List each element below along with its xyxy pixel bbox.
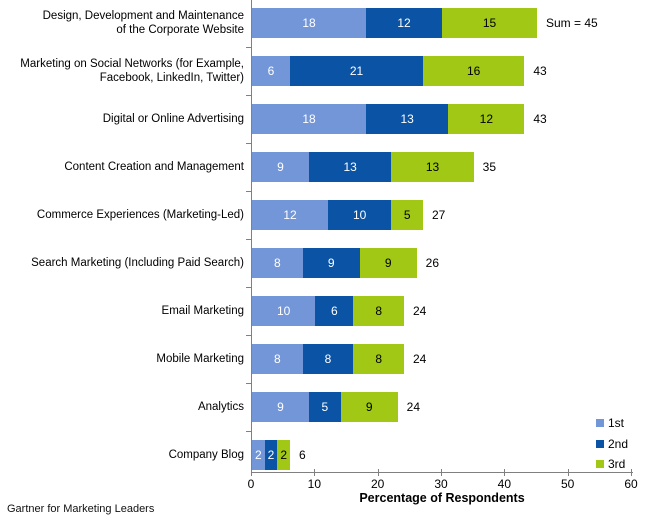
legend-item-2nd: 2nd [596, 437, 628, 451]
source-attribution: Gartner for Marketing Leaders [7, 503, 155, 515]
bar-segment-1st: 18 [252, 8, 366, 38]
bar-total-label: 6 [299, 448, 306, 462]
bar-segment-2nd: 2 [264, 440, 278, 470]
category-tick-mark [246, 95, 252, 96]
x-tick-mark [631, 469, 632, 476]
x-tick-mark [377, 469, 379, 476]
category-label: Analytics [197, 401, 244, 413]
x-tick-mark [314, 469, 316, 476]
bar-segment-3rd: 9 [359, 248, 417, 278]
bar-segment-3rd: 8 [353, 296, 404, 326]
bar-segment-1st: 10 [252, 296, 316, 326]
bar-segment-3rd: 2 [277, 440, 290, 470]
bar-total-label: 24 [406, 400, 421, 414]
x-axis-title: Percentage of Respondents [359, 491, 525, 505]
bar-total-label: 24 [413, 304, 427, 318]
bar-total-label: 27 [432, 208, 446, 222]
category-tick-mark [246, 47, 252, 48]
bar-total-label: 43 [533, 64, 547, 78]
category-label: Search Marketing (Including Paid Search) [31, 257, 244, 269]
x-tick-label: 20 [370, 477, 385, 491]
category-tick-mark [246, 143, 252, 144]
x-tick-label: 10 [307, 477, 322, 491]
category-label: Marketing on Social Networks (for Exampl… [20, 58, 244, 84]
bar-segment-1st: 6 [252, 56, 290, 86]
bar-segment-1st: 12 [252, 200, 328, 230]
legend-swatch-1st [596, 419, 604, 427]
category-tick-mark [246, 191, 252, 192]
category-tick-mark [246, 287, 252, 288]
category-label: Digital or Online Advertising [102, 113, 244, 125]
x-tick-label: 0 [247, 477, 255, 491]
x-tick-label: 40 [497, 477, 512, 491]
bar-segment-3rd: 15 [442, 8, 537, 38]
bar-segment-1st: 9 [252, 152, 309, 182]
category-tick-mark [246, 383, 252, 384]
legend-item-1st: 1st [596, 416, 624, 430]
bar-segment-2nd: 12 [366, 8, 442, 38]
bar-segment-3rd: 16 [423, 56, 525, 86]
x-tick-mark [567, 469, 569, 476]
category-label: Content Creation and Management [64, 161, 244, 173]
bar-total-label: 26 [425, 256, 440, 270]
x-tick-mark [441, 469, 442, 476]
bar-total-label: Sum = 45 [546, 16, 598, 30]
bar-segment-1st: 9 [252, 392, 309, 422]
legend-item-3rd: 3rd [596, 457, 625, 471]
bar-segment-1st: 8 [252, 344, 303, 374]
category-label: Company Blog [168, 449, 244, 461]
bar-segment-3rd: 8 [353, 344, 404, 374]
legend-swatch-3rd [596, 460, 604, 468]
legend-label-2nd: 2nd [608, 436, 629, 451]
bar-segment-2nd: 6 [315, 296, 354, 326]
bar-segment-1st: 8 [252, 248, 303, 278]
bar-segment-1st: 18 [252, 104, 366, 134]
bar-segment-3rd: 12 [448, 104, 525, 134]
category-label: Design, Development and Maintenance of t… [42, 10, 244, 36]
x-tick-label: 50 [560, 477, 575, 491]
category-label: Mobile Marketing [156, 353, 244, 365]
bar-segment-2nd: 13 [309, 152, 392, 182]
bar-segment-3rd: 9 [340, 392, 398, 422]
bar-segment-2nd: 9 [302, 248, 360, 278]
legend-label-3rd: 3rd [608, 457, 626, 471]
bar-segment-2nd: 21 [290, 56, 423, 86]
legend-label-1st: 1st [608, 416, 625, 430]
bar-segment-3rd: 13 [391, 152, 474, 182]
category-label: Email Marketing [161, 305, 244, 317]
bar-total-label: 43 [533, 112, 547, 126]
legend-swatch-2nd [596, 439, 604, 448]
bar-segment-2nd: 10 [328, 200, 392, 230]
bar-segment-2nd: 5 [309, 392, 341, 422]
value-axis-line [251, 472, 633, 473]
bar-total-label: 35 [482, 160, 497, 174]
category-axis-line [251, 0, 252, 472]
bar-segment-1st: 2 [252, 440, 265, 470]
category-tick-mark [246, 335, 252, 336]
category-tick-mark [246, 431, 252, 432]
bar-segment-2nd: 13 [366, 104, 449, 134]
category-tick-mark [246, 239, 252, 240]
bar-total-label: 24 [413, 352, 427, 366]
bar-segment-3rd: 5 [391, 200, 423, 230]
category-label: Commerce Experiences (Marketing-Led) [36, 209, 244, 221]
x-tick-label: 60 [624, 477, 638, 491]
x-tick-label: 30 [434, 477, 448, 491]
bar-segment-2nd: 8 [302, 344, 354, 374]
x-tick-mark [251, 469, 252, 476]
x-tick-mark [504, 469, 506, 476]
